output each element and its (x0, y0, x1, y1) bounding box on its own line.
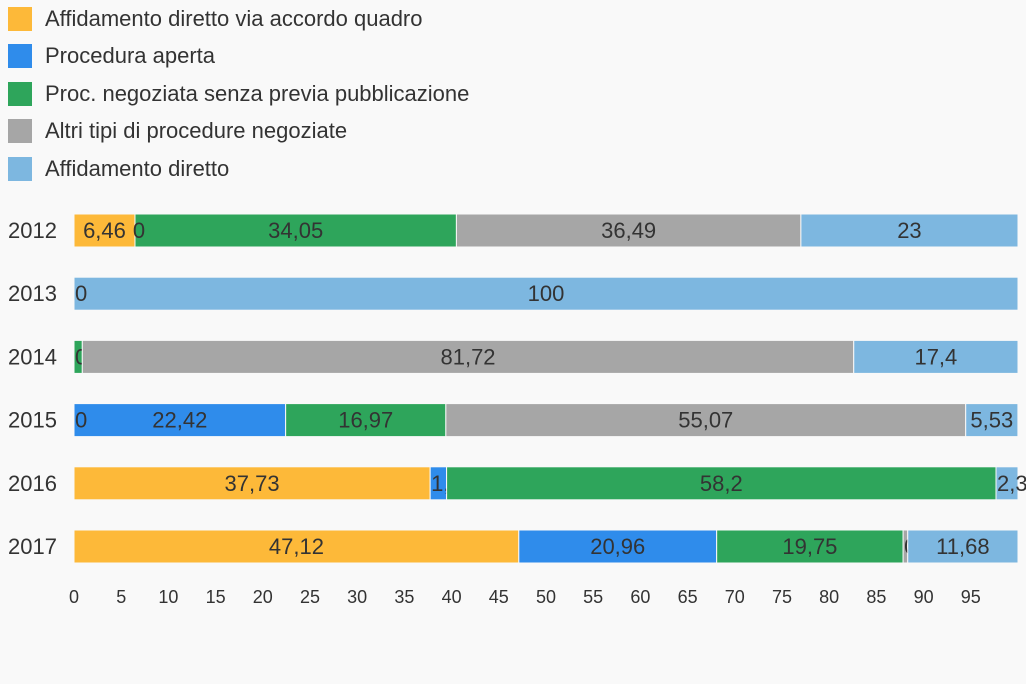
data-label: 16,97 (338, 408, 393, 433)
bar-segment[interactable] (455, 213, 802, 248)
legend-item-procedura-aperta[interactable]: Procedura aperta (8, 38, 469, 76)
data-label: 34,05 (268, 218, 323, 243)
legend-label: Proc. negoziata senza previa pubblicazio… (45, 80, 470, 106)
data-label-zero: 0 (75, 408, 87, 433)
legend-label: Affidamento diretto (45, 155, 230, 181)
bar-segment[interactable] (73, 529, 520, 564)
legend-label: Procedura aperta (45, 43, 215, 69)
data-label: 11,68 (936, 534, 989, 559)
x-tick-label: 0 (69, 587, 79, 607)
data-label: 17,4 (914, 344, 957, 369)
legend-swatch (8, 6, 32, 31)
legend-swatch (8, 119, 32, 144)
legend-swatch (8, 81, 32, 106)
legend-item-proc-negoziata[interactable]: Proc. negoziata senza previa pubblicazio… (8, 75, 469, 113)
bar-segment[interactable] (800, 213, 1019, 248)
bar-segment[interactable] (995, 466, 1019, 501)
legend-swatch (8, 156, 32, 181)
legend-item-affidamento-accordo-quadro[interactable]: Affidamento diretto via accordo quadro (8, 0, 469, 38)
bar-segment[interactable] (285, 403, 447, 438)
category-label-2013: 2013 (8, 281, 57, 306)
bar-segment[interactable] (907, 529, 1019, 564)
data-label: 81,72 (440, 344, 495, 369)
x-tick-label: 40 (442, 587, 462, 607)
bar-segment[interactable] (716, 529, 904, 564)
x-tick-label: 70 (725, 587, 745, 607)
x-tick-label: 50 (536, 587, 556, 607)
bar-segment[interactable] (73, 403, 287, 438)
bar-segment[interactable] (73, 466, 431, 501)
x-tick-label: 85 (866, 587, 886, 607)
data-label: 36,49 (601, 218, 656, 243)
category-label-2012: 2012 (8, 218, 57, 243)
x-tick-label: 5 (116, 587, 126, 607)
bar-segment[interactable] (81, 339, 855, 374)
legend: Affidamento diretto via accordo quadro P… (8, 0, 469, 188)
bar-segment[interactable] (446, 466, 997, 501)
x-tick-label: 30 (347, 587, 367, 607)
bar-segment[interactable] (73, 276, 1019, 311)
legend-label: Affidamento diretto via accordo quadro (45, 5, 423, 31)
data-label: 23 (897, 218, 921, 243)
data-label: 6,46 (83, 218, 126, 243)
data-label: 22,42 (152, 408, 207, 433)
category-label-2017: 2017 (8, 534, 57, 559)
x-tick-label: 90 (914, 587, 934, 607)
data-label: 37,73 (225, 471, 280, 496)
x-tick-label: 75 (772, 587, 792, 607)
legend-item-altri-tipi[interactable]: Altri tipi di procedure negoziate (8, 113, 469, 151)
legend-label: Altri tipi di procedure negoziate (45, 118, 348, 144)
data-label-zero: 0 (75, 281, 87, 306)
x-tick-label: 55 (583, 587, 603, 607)
legend-swatch (8, 44, 32, 69)
data-label: 19,75 (782, 534, 837, 559)
data-label: 20,96 (590, 534, 645, 559)
category-label-2014: 2014 (8, 344, 57, 369)
data-label: 47,12 (269, 534, 324, 559)
x-tick-label: 80 (819, 587, 839, 607)
data-label: 2,33 (997, 471, 1026, 496)
x-tick-label: 25 (300, 587, 320, 607)
x-tick-label: 20 (253, 587, 273, 607)
x-tick-label: 10 (158, 587, 178, 607)
data-label-zero: 0 (133, 218, 145, 243)
bar-segment[interactable] (518, 529, 718, 564)
category-label-2015: 2015 (8, 408, 57, 433)
data-label: 58,2 (700, 471, 743, 496)
bar-segment[interactable] (445, 403, 967, 438)
x-tick-label: 45 (489, 587, 509, 607)
data-label: 100 (528, 281, 565, 306)
bar-segment[interactable] (965, 403, 1019, 438)
bar-segment[interactable] (853, 339, 1019, 374)
data-label: 5,53 (970, 408, 1013, 433)
x-tick-label: 60 (630, 587, 650, 607)
x-tick-label: 95 (961, 587, 981, 607)
data-label: 55,07 (678, 408, 733, 433)
x-tick-label: 15 (206, 587, 226, 607)
legend-item-affidamento-diretto[interactable]: Affidamento diretto (8, 150, 469, 188)
category-label-2016: 2016 (8, 471, 57, 496)
x-tick-label: 65 (678, 587, 698, 607)
x-tick-label: 35 (394, 587, 414, 607)
